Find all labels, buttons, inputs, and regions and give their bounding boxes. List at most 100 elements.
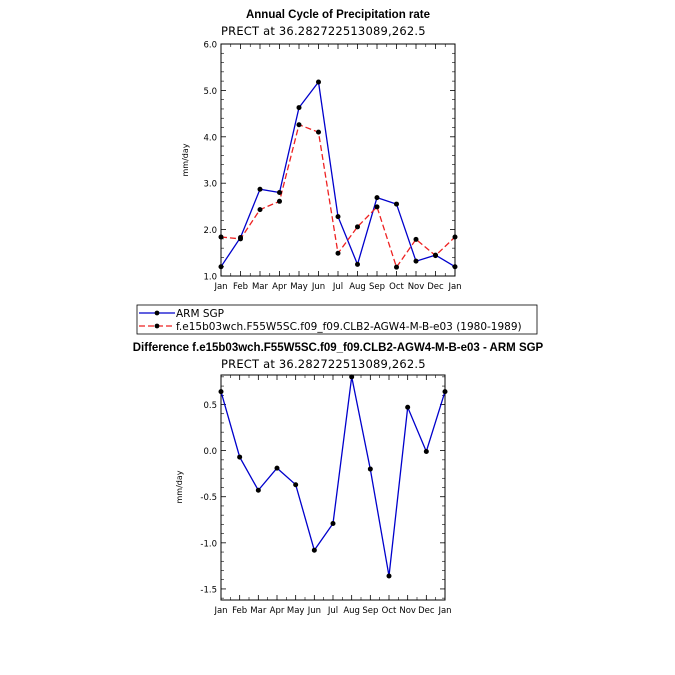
c2-x-tick-label: Aug: [343, 606, 360, 616]
c1-series-line-1: [220, 123, 456, 269]
c2-y-tick-label: -1.5: [200, 585, 217, 595]
c1-x-tick-label: Apr: [272, 282, 287, 292]
c2-x-tick-label: Dec: [418, 606, 435, 616]
c1-plot-frame: [220, 43, 456, 277]
chart2-subtitle: PRECT at 36.282722513089,262.5: [221, 357, 426, 371]
c1-x-tick-label: Jan: [213, 282, 227, 292]
c1-series-1-point: [277, 198, 282, 204]
c1-x-tick-label: Mar: [252, 282, 269, 292]
c1-y-tick-label: 6.0: [203, 41, 217, 51]
c2-series-0-point: [274, 465, 280, 471]
chart2-y-tick-labels: 0.5 0.0 -0.5 -1.0 -1.5: [200, 401, 217, 595]
c1-series-0-point: [316, 79, 321, 85]
c1-series-1-point: [218, 234, 224, 240]
c2-series-0-point: [423, 449, 429, 455]
c1-y-tick-label: 3.0: [203, 180, 217, 190]
c1-y-tick-label: 2.0: [203, 226, 217, 236]
c1-x-tick-label: Jan: [447, 282, 461, 292]
c2-series-0-point: [367, 466, 373, 472]
c1-series-1-point: [433, 253, 438, 259]
chart1-ylabel: mm/day: [181, 143, 190, 176]
c2-series-line-0: [220, 376, 446, 577]
chart1-series: [218, 79, 458, 270]
c2-series-0-point: [405, 404, 411, 410]
c1-series-1-point: [257, 207, 263, 213]
c2-x-tick-label: Sep: [362, 606, 378, 616]
c1-series-1-point: [335, 250, 341, 256]
c2-x-tick-label: May: [287, 606, 305, 616]
chart1-subtitle: PRECT at 36.282722513089,262.5: [221, 24, 426, 38]
c2-y-tick-label: -1.0: [200, 539, 217, 549]
c2-series-0-point: [386, 573, 392, 579]
c1-series-0-point: [277, 189, 282, 195]
c1-x-tick-label: May: [290, 282, 308, 292]
legend: ARM SGP f.e15b03wch.F55W5SC.f09_f09.CLB2…: [136, 304, 538, 335]
c2-series-0-point: [330, 520, 336, 526]
c1-series-0-point: [257, 186, 263, 192]
c2-x-tick-label: Oct: [382, 606, 397, 616]
c1-series-1-point: [238, 236, 243, 242]
c2-series-0-point: [349, 374, 355, 380]
c1-series-0-point: [335, 214, 341, 220]
legend-marker-model: [154, 323, 160, 329]
chart1-title: Annual Cycle of Precipitation rate: [246, 9, 430, 21]
c1-series-0-point: [374, 195, 380, 201]
c2-x-tick-label: Apr: [270, 606, 285, 616]
c1-x-tick-label: Feb: [233, 282, 248, 292]
chart2-ylabel: mm/day: [175, 470, 184, 503]
c2-y-tick-label: -0.5: [200, 493, 217, 503]
c2-y-tick-label: 0.5: [203, 401, 217, 411]
c1-series-0-point: [452, 264, 458, 270]
c1-x-tick-label: Jul: [332, 282, 343, 292]
c1-series-1-point: [316, 129, 321, 135]
legend-label-arm: ARM SGP: [176, 308, 224, 320]
legend-box: [136, 304, 538, 335]
c1-series-0-point: [413, 258, 419, 264]
c2-y-tick-label: 0.0: [203, 447, 217, 457]
chart2-axes: [220, 374, 446, 601]
c1-series-1-point: [355, 224, 360, 230]
c2-series-0-point: [293, 482, 299, 488]
c1-x-tick-label: Aug: [349, 282, 366, 292]
c2-x-tick-label: Jan: [213, 606, 227, 616]
c1-y-tick-label: 5.0: [203, 87, 217, 97]
chart1-y-tick-labels: 6.0 5.0 4.0 3.0 2.0 1.0: [203, 41, 217, 283]
c2-x-tick-label: Jul: [327, 606, 338, 616]
legend-label-model: f.e15b03wch.F55W5SC.f09_f09.CLB2-AGW4-M-…: [176, 321, 522, 333]
c2-series-0-point: [311, 547, 317, 553]
c1-x-tick-label: Dec: [427, 282, 444, 292]
c2-series-0-point: [255, 487, 261, 493]
c1-series-0-point: [355, 261, 360, 267]
c1-x-tick-label: Nov: [408, 282, 425, 292]
c1-series-1-point: [413, 236, 419, 242]
chart2-title: Difference f.e15b03wch.F55W5SC.f09_f09.C…: [133, 342, 544, 354]
chart1-axes: [220, 43, 456, 277]
c1-series-0-point: [394, 201, 399, 207]
c1-series-line-0: [220, 80, 456, 268]
c1-x-tick-label: Jun: [311, 282, 325, 292]
c1-series-0-point: [218, 264, 224, 270]
c2-x-tick-label: Feb: [232, 606, 247, 616]
c1-y-tick-label: 1.0: [203, 273, 217, 283]
chart1-x-tick-labels: Jan Feb Mar Apr May Jun Jul Aug Sep Oct Nov Dec Jan: [213, 282, 461, 292]
c2-x-tick-label: Nov: [399, 606, 416, 616]
c2-x-tick-label: Mar: [250, 606, 267, 616]
c2-plot-frame: [220, 374, 446, 601]
c1-x-tick-label: Oct: [389, 282, 404, 292]
c2-x-tick-label: Jan: [437, 606, 451, 616]
precip-annual-cycle-chart: Annual Cycle of Precipitation rate PRECT…: [181, 9, 462, 292]
c1-series-1-point: [374, 204, 380, 210]
legend-marker-arm: [154, 310, 160, 316]
c1-series-1-point: [394, 264, 399, 270]
c2-series-0-point: [218, 389, 224, 395]
c1-series-1-point: [296, 122, 302, 128]
c2-series-0-point: [237, 454, 243, 460]
c1-x-tick-label: Sep: [369, 282, 385, 292]
c2-x-tick-label: Jun: [307, 606, 321, 616]
c1-y-tick-label: 4.0: [203, 133, 217, 143]
c1-series-0-point: [296, 105, 302, 111]
chart2-x-tick-labels: Jan Feb Mar Apr May Jun Jul Aug Sep Oct Nov Dec Jan: [213, 606, 451, 616]
c1-series-1-point: [452, 234, 458, 240]
c2-series-0-point: [442, 389, 448, 395]
